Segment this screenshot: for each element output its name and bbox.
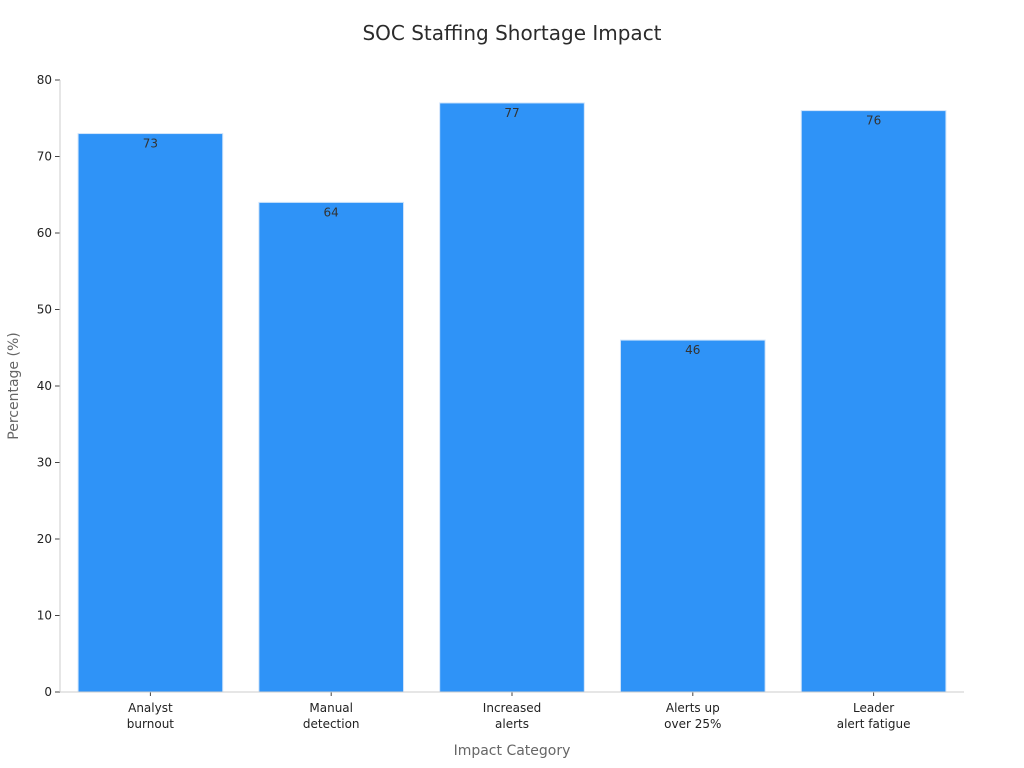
y-tick-label: 10 [37,609,52,623]
y-tick-label: 50 [37,303,52,317]
bar-value-label: 77 [504,106,519,120]
x-tick-label: Manual detection [303,701,360,731]
bar [800,110,947,693]
bar-value-label: 76 [866,114,881,128]
x-axis-title: Impact Category [454,743,571,759]
x-tick-label-line: alert fatigue [837,717,911,731]
bar [258,201,405,693]
x-tick-label-line: burnout [127,717,174,731]
x-tick-label-line: alerts [495,717,529,731]
x-tick-label-line: Alerts up [666,701,720,715]
chart-title: SOC Staffing Shortage Impact [362,21,661,45]
x-tick-label: Analyst burnout [127,701,174,731]
x-tick-label: Increased alerts [483,701,541,731]
x-tick-label-line: Increased [483,701,541,715]
bar-value-label: 46 [685,343,700,357]
y-tick-label: 70 [37,150,52,164]
x-tick-label: Alerts up over 25% [664,701,721,731]
y-tick-label: 20 [37,532,52,546]
y-tick-label: 80 [37,73,52,87]
bar [439,102,585,693]
bar-value-label: 64 [324,205,339,219]
x-tick-label-line: Analyst [128,701,173,715]
x-tick-label: Leader alert fatigue [837,701,911,731]
x-tick-label-line: Manual [309,701,353,715]
plot-area: 0 10 20 30 40 50 60 70 80 73 Analyst burnout 64 Manua… [37,73,947,731]
bar [77,133,224,693]
x-tick-label-line: over 25% [664,717,721,731]
x-tick-label-line: Leader [853,701,894,715]
bar [619,339,766,693]
y-tick-label: 40 [37,379,52,393]
y-tick-label: 30 [37,456,52,470]
y-axis-title: Percentage (%) [6,332,22,439]
y-tick-label: 60 [37,226,52,240]
bar-value-label: 73 [143,137,158,151]
x-tick-label-line: detection [303,717,360,731]
y-tick-label: 0 [44,685,52,699]
